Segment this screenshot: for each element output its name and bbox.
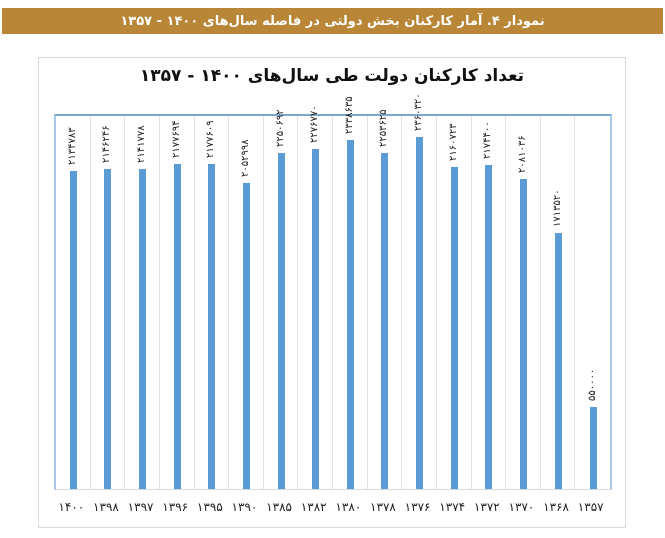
x-axis-tick-label: ۱۳۸۲ <box>300 500 327 514</box>
bar-category: ۲۱۷۷۶۹۴ <box>160 116 195 489</box>
x-axis-tick-label: ۱۳۹۷ <box>127 500 154 514</box>
bar-category: ۲۱۷۴۴۰۰ <box>472 116 507 489</box>
bar-category: ۵۵۰۰۰۰ <box>575 116 610 489</box>
x-axis-tick-label: ۱۳۸۵ <box>266 500 292 514</box>
bar-value-label: ۲۲۵۰۶۹۲ <box>274 109 286 148</box>
x-axis-labels: ۱۴۰۰ ۱۳۹۸ ۱۳۹۷ ۱۳۹۶ ۱۳۹۵ ۱۳۹۰ ۱۳۸۵ ۱۳۸۲ ۱۳۸۰ ۱۳۷۸… <box>54 500 612 520</box>
bar-category: ۲۰۵۲۹۹۸ <box>229 116 264 489</box>
bar-value-label: ۲۲۷۶۷۷۰ <box>309 105 321 144</box>
bar-value-label: ۲۱۷۷۶۹۴ <box>170 120 182 159</box>
bar <box>519 178 527 489</box>
chart-container: تعداد کارکنان دولت طی سال‌های ۱۴۰۰ - ۱۳۵… <box>38 57 626 528</box>
bar <box>312 149 320 489</box>
bar-value-label: ۲۱۶۰۷۲۳ <box>447 123 459 161</box>
x-axis-tick-label: ۱۳۹۵ <box>196 500 223 514</box>
bar-value-label: ۲۱۳۴۷۸۳ <box>66 126 78 165</box>
bar-category: ۲۱۳۴۷۸۳ <box>56 116 91 489</box>
bar-value-label: ۲۱۷۴۴۰۰ <box>482 120 494 159</box>
bar-category: ۱۷۱۳۵۲۰ <box>541 116 576 489</box>
figure-caption-text: نمودار ۴. آمار کارکنان بخش دولتی در فاصل… <box>120 13 545 29</box>
bar <box>277 153 285 489</box>
bar-value-label: ۲۱۴۱۷۷۸ <box>136 125 148 164</box>
x-axis-tick-label: ۱۳۷۸ <box>370 500 396 514</box>
bar-value-label: ۵۵۰۰۰۰ <box>586 368 598 401</box>
x-axis-tick-label: ۱۳۹۶ <box>162 500 189 514</box>
x-axis-tick-label: ۱۳۶۸ <box>543 500 569 514</box>
x-axis-tick-label: ۱۴۰۰ <box>58 500 85 514</box>
bar <box>242 182 250 489</box>
bar-category: ۲۳۶۰۳۲۰ <box>402 93 437 489</box>
x-axis-tick-label: ۱۳۸۰ <box>335 500 362 514</box>
x-axis-tick-label: ۱۳۹۰ <box>231 500 258 514</box>
bar-category: ۲۱۴۱۷۷۸ <box>125 116 160 489</box>
bar-value-label: ۲۰۵۲۹۹۸ <box>239 139 251 177</box>
x-axis-tick-label: ۱۳۷۴ <box>439 500 466 514</box>
x-axis-tick-label: ۱۳۵۷ <box>577 500 604 514</box>
bar-category: ۲۱۶۰۷۲۳ <box>437 116 472 489</box>
bar-value-label: ۲۱۴۶۲۴۶ <box>101 125 113 163</box>
bar <box>173 164 181 489</box>
x-axis-tick-label: ۱۳۷۶ <box>404 500 431 514</box>
bar-category: ۲۱۴۶۲۴۶ <box>91 116 126 489</box>
chart-title: تعداد کارکنان دولت طی سال‌های ۱۴۰۰ - ۱۳۵… <box>139 66 525 86</box>
figure-caption: نمودار ۴. آمار کارکنان بخش دولتی در فاصل… <box>2 8 663 34</box>
bar-category: ۲۲۵۳۶۲۵ <box>368 109 403 489</box>
bar-category: ۲۰۸۱۰۳۶ <box>506 116 541 489</box>
bar <box>485 164 493 489</box>
bar <box>554 233 562 489</box>
bar-value-label: ۲۳۶۰۳۲۰ <box>413 93 425 131</box>
bar-value-label: ۱۷۱۳۵۲۰ <box>551 189 563 228</box>
bar-value-label: ۲۳۳۸۶۳۵ <box>343 96 355 135</box>
plot-area: ۲۱۳۴۷۸۳ ۲۱۴۶۲۴۶ ۲۱۴۱۷۷۸ ۲۱۷۷۶۹۴ ۲۱۷۷۶۰۹ ۲۰۵۲۹… <box>54 93 612 490</box>
x-axis-tick-label: ۱۳۹۸ <box>93 500 119 514</box>
bar <box>589 406 597 489</box>
bar <box>208 164 216 489</box>
bar-category: ۲۱۷۷۶۰۹ <box>195 116 230 489</box>
bar-category: ۲۲۷۶۷۷۰ <box>298 106 333 489</box>
x-axis-tick-label: ۱۳۷۰ <box>508 500 535 514</box>
bar-category: ۲۲۵۰۶۹۲ <box>264 110 299 489</box>
bar-value-label: ۲۰۸۱۰۳۶ <box>516 134 528 173</box>
bar <box>450 166 458 489</box>
bar <box>69 170 77 489</box>
bar <box>381 152 389 489</box>
bar <box>416 136 424 489</box>
bar <box>104 168 112 489</box>
x-axis-tick-label: ۱۳۷۲ <box>473 500 500 514</box>
bar <box>139 169 147 489</box>
bar-category: ۲۳۳۸۶۳۵ <box>333 96 368 489</box>
bar-value-label: ۲۱۷۷۶۰۹ <box>205 120 217 159</box>
bar-value-label: ۲۲۵۳۶۲۵ <box>378 109 390 147</box>
bar <box>346 140 354 489</box>
